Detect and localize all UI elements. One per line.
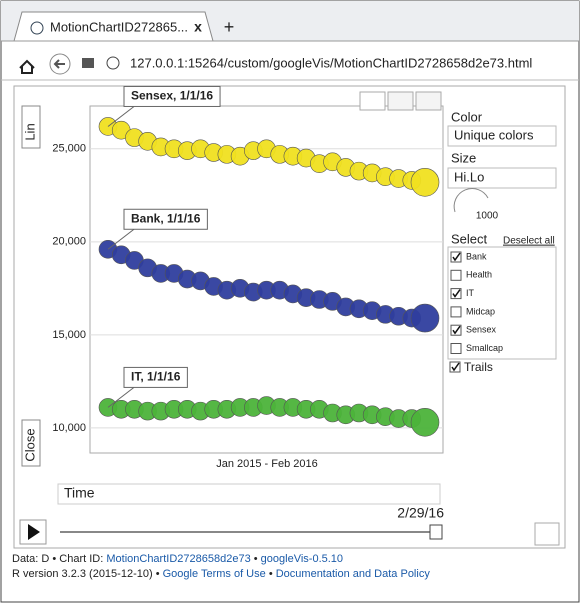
checkbox[interactable] [450, 343, 462, 354]
select-item: IT [466, 288, 475, 298]
tab-close[interactable]: x [194, 19, 202, 35]
select-item: Smallcap [466, 343, 503, 353]
play-icon [28, 524, 40, 540]
callout-box [123, 85, 221, 107]
checkbox[interactable] [450, 324, 462, 336]
size-label: Size [451, 150, 476, 165]
chart-id[interactable]: MotionChartID2728658d2e73 [106, 553, 251, 565]
time-dropdown[interactable] [57, 483, 441, 505]
y-tick-label: 20,000 [52, 236, 86, 248]
color-value: Unique colors [454, 127, 534, 142]
back-arrow [53, 59, 65, 69]
select-item: Midcap [466, 306, 495, 316]
data-source: Data: D [12, 553, 50, 565]
separator: • [268, 568, 273, 580]
line-tab[interactable] [415, 91, 442, 111]
callout: Sensex, 1/1/16 [131, 89, 213, 103]
apps[interactable] [82, 58, 94, 68]
bubble [410, 167, 440, 197]
y-tick-label: 10,000 [52, 422, 86, 434]
tab-title: MotionChartID272865... [50, 19, 188, 34]
size-legend: 1000 [476, 211, 499, 222]
select-list [447, 246, 557, 360]
select-item: Bank [466, 251, 487, 261]
callout: IT, 1/1/16 [131, 370, 181, 384]
size-dropdown[interactable] [447, 167, 557, 189]
new-tab[interactable]: + [224, 17, 235, 37]
home[interactable] [19, 59, 35, 74]
bubble [410, 303, 440, 333]
check-mark [451, 362, 460, 372]
callout-pointer [107, 106, 135, 127]
callout-box [123, 366, 188, 388]
check-mark [452, 252, 461, 262]
separator: • [52, 553, 57, 565]
check-mark [452, 325, 461, 335]
callout-pointer [107, 228, 135, 250]
bubble [410, 408, 440, 437]
bar-tab[interactable] [387, 91, 414, 111]
y-tick-label: 15,000 [52, 329, 86, 341]
bubble-tab[interactable] [359, 91, 386, 111]
color-dropdown[interactable] [447, 125, 557, 147]
trails-checkbox[interactable] [449, 361, 461, 373]
checkbox[interactable] [450, 288, 462, 300]
r-version: R version 3.2.3 (2015-12-10) [12, 568, 153, 580]
terms[interactable]: Google Terms of Use [162, 568, 266, 580]
y-scale: Lin [22, 123, 37, 140]
favicon [30, 21, 44, 35]
select-label: Select [451, 231, 488, 246]
footer-line: R version 3.2.3 (2015-12-10) • Google Te… [12, 568, 430, 580]
plot-area [89, 105, 444, 454]
checkbox[interactable] [450, 251, 462, 263]
color-label: Color [451, 109, 483, 124]
site-icon [106, 56, 120, 70]
version[interactable]: googleVis-0.5.10 [260, 553, 344, 565]
policy[interactable]: Documentation and Data Policy [275, 568, 430, 580]
url[interactable]: 127.0.0.1:15264/custom/googleVis/MotionC… [130, 55, 532, 70]
size-value: Hi.Lo [454, 169, 484, 184]
check-mark [452, 289, 461, 298]
callout-pointer [107, 387, 135, 408]
deselect-all[interactable]: Deselect all [503, 236, 555, 247]
chart-id-label: Chart ID: [59, 553, 104, 565]
select-item: Sensex [466, 325, 497, 335]
separator: • [253, 553, 258, 565]
trails-label: Trails [464, 360, 493, 374]
size-arc [453, 188, 489, 213]
scale-button[interactable] [21, 105, 41, 149]
y-axis-button[interactable] [21, 419, 41, 467]
footer-line: Data: D • Chart ID: MotionChartID2728658… [12, 553, 343, 565]
date: 2/29/16 [397, 505, 444, 521]
separator: • [155, 568, 160, 580]
callout: Bank, 1/1/16 [131, 211, 201, 225]
x-axis-label: Jan 2015 - Feb 2016 [216, 458, 318, 470]
checkbox[interactable] [450, 269, 462, 281]
y-tick-label: 25,000 [52, 143, 86, 155]
settings-button[interactable] [534, 522, 560, 546]
time-label: Time [64, 485, 95, 501]
y-axis-label: Close [22, 428, 37, 461]
slider-handle[interactable] [429, 524, 443, 540]
callout-box [123, 208, 208, 230]
checkbox[interactable] [450, 306, 462, 318]
select-item: Health [466, 270, 492, 280]
